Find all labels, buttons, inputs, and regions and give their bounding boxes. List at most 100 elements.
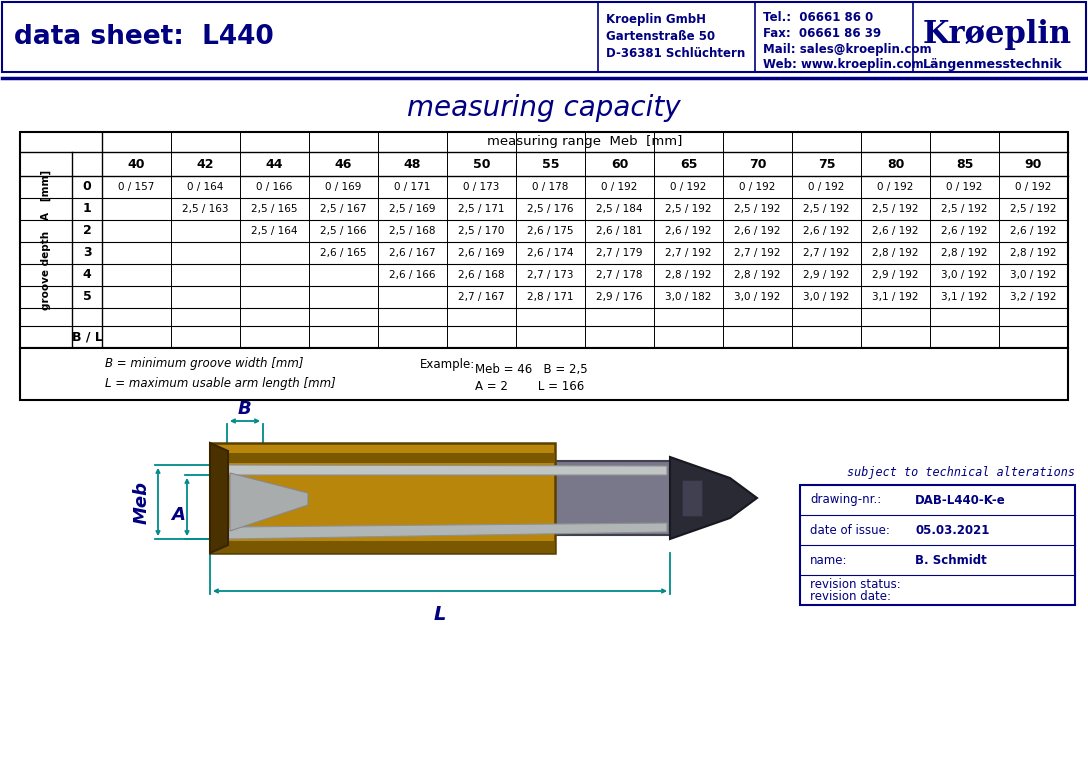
Bar [210, 453, 555, 463]
Text: 50: 50 [473, 158, 491, 170]
Text: A = 2        L = 166: A = 2 L = 166 [475, 380, 584, 393]
Text: Krøeplin: Krøeplin [923, 20, 1072, 50]
Text: 2,8 / 171: 2,8 / 171 [528, 292, 573, 302]
Text: 2: 2 [83, 224, 91, 237]
Text: 44: 44 [265, 158, 283, 170]
Text: 2,6 / 167: 2,6 / 167 [390, 248, 436, 258]
Text: 48: 48 [404, 158, 421, 170]
Text: 60: 60 [610, 158, 628, 170]
Text: Mail: sales@kroeplin.com: Mail: sales@kroeplin.com [763, 43, 931, 56]
Text: Web: www.kroeplin.com: Web: www.kroeplin.com [763, 58, 924, 71]
Bar [682, 480, 702, 516]
Text: 5: 5 [83, 291, 91, 304]
Text: 2,7 / 179: 2,7 / 179 [596, 248, 643, 258]
Text: 3,0 / 192: 3,0 / 192 [941, 270, 988, 280]
Polygon shape [210, 443, 228, 553]
Text: A: A [171, 506, 185, 524]
Text: 3,0 / 182: 3,0 / 182 [666, 292, 712, 302]
Text: 2,5 / 192: 2,5 / 192 [873, 204, 918, 214]
Polygon shape [228, 465, 667, 475]
Text: Fax:  06661 86 39: Fax: 06661 86 39 [763, 27, 881, 40]
Text: 3,1 / 192: 3,1 / 192 [873, 292, 918, 302]
Text: 2,7 / 173: 2,7 / 173 [528, 270, 573, 280]
Text: 2,5 / 170: 2,5 / 170 [458, 226, 505, 236]
Text: 46: 46 [335, 158, 353, 170]
Text: drawing-nr.:: drawing-nr.: [809, 493, 881, 507]
Text: 2,5 / 169: 2,5 / 169 [390, 204, 436, 214]
Text: 2,6 / 169: 2,6 / 169 [458, 248, 505, 258]
Text: 2,5 / 176: 2,5 / 176 [528, 204, 573, 214]
Text: 2,6 / 192: 2,6 / 192 [665, 226, 712, 236]
Text: 55: 55 [542, 158, 559, 170]
Text: 2,5 / 184: 2,5 / 184 [596, 204, 643, 214]
Bar [20, 348, 1068, 400]
Polygon shape [230, 473, 308, 531]
Text: Example:: Example: [420, 358, 475, 371]
Text: 2,5 / 192: 2,5 / 192 [941, 204, 988, 214]
Text: Längenmesstechnik: Längenmesstechnik [923, 58, 1063, 71]
Text: subject to technical alterations: subject to technical alterations [846, 466, 1075, 479]
Text: 2,9 / 192: 2,9 / 192 [803, 270, 850, 280]
Text: 90: 90 [1025, 158, 1042, 170]
Text: 0 / 157: 0 / 157 [119, 182, 154, 192]
Text: 2,6 / 166: 2,6 / 166 [390, 270, 436, 280]
Text: 2,6 / 174: 2,6 / 174 [528, 248, 573, 258]
Text: 2,6 / 192: 2,6 / 192 [734, 226, 781, 236]
Text: Tel.:  06661 86 0: Tel.: 06661 86 0 [763, 11, 874, 24]
Text: data sheet:  L440: data sheet: L440 [14, 24, 274, 50]
Text: 0 / 166: 0 / 166 [257, 182, 293, 192]
Text: L: L [434, 605, 446, 624]
Text: 2,8 / 192: 2,8 / 192 [873, 248, 918, 258]
Polygon shape [228, 523, 667, 539]
Text: 0 / 192: 0 / 192 [670, 182, 707, 192]
Text: 2,5 / 165: 2,5 / 165 [251, 204, 298, 214]
Text: B. Schmidt: B. Schmidt [915, 553, 987, 566]
Text: Meb: Meb [133, 480, 151, 524]
Text: 2,8 / 192: 2,8 / 192 [941, 248, 988, 258]
Polygon shape [547, 461, 702, 535]
Bar [800, 485, 1075, 605]
Bar [20, 132, 1068, 348]
Text: 65: 65 [680, 158, 697, 170]
Text: 0 / 173: 0 / 173 [463, 182, 499, 192]
Text: 2,6 / 192: 2,6 / 192 [803, 226, 850, 236]
Text: 85: 85 [956, 158, 973, 170]
Text: 0: 0 [83, 180, 91, 193]
Polygon shape [670, 457, 757, 539]
Text: 0 / 192: 0 / 192 [808, 182, 844, 192]
Text: 2,5 / 163: 2,5 / 163 [183, 204, 228, 214]
Text: DAB-L440-K-e: DAB-L440-K-e [915, 493, 1005, 507]
Text: revision status:: revision status: [809, 578, 901, 591]
Text: 80: 80 [887, 158, 904, 170]
Text: 2,5 / 192: 2,5 / 192 [803, 204, 850, 214]
Text: 3,0 / 192: 3,0 / 192 [803, 292, 850, 302]
Text: 0 / 164: 0 / 164 [187, 182, 224, 192]
Text: 0 / 178: 0 / 178 [532, 182, 569, 192]
Text: 2,5 / 164: 2,5 / 164 [251, 226, 298, 236]
Text: 2,6 / 165: 2,6 / 165 [320, 248, 367, 258]
Text: 2,7 / 167: 2,7 / 167 [458, 292, 505, 302]
Text: revision date:: revision date: [809, 590, 891, 603]
Text: 70: 70 [749, 158, 766, 170]
Text: B / L: B / L [72, 330, 102, 343]
Text: 2,7 / 192: 2,7 / 192 [803, 248, 850, 258]
Text: 0 / 192: 0 / 192 [877, 182, 914, 192]
Text: 2,5 / 192: 2,5 / 192 [665, 204, 712, 214]
Text: 2,9 / 192: 2,9 / 192 [873, 270, 918, 280]
Text: 2,6 / 192: 2,6 / 192 [873, 226, 918, 236]
Text: 0 / 171: 0 / 171 [394, 182, 431, 192]
Text: 2,7 / 178: 2,7 / 178 [596, 270, 643, 280]
Text: 05.03.2021: 05.03.2021 [915, 524, 989, 537]
Text: 2,6 / 175: 2,6 / 175 [528, 226, 573, 236]
Text: 2,5 / 192: 2,5 / 192 [1011, 204, 1056, 214]
Text: D-36381 Schlüchtern: D-36381 Schlüchtern [606, 47, 745, 60]
Text: 40: 40 [127, 158, 146, 170]
Text: 2,9 / 176: 2,9 / 176 [596, 292, 643, 302]
Text: 2,5 / 167: 2,5 / 167 [320, 204, 367, 214]
Text: 3,1 / 192: 3,1 / 192 [941, 292, 988, 302]
Text: Gartenstraße 50: Gartenstraße 50 [606, 30, 715, 43]
Text: L = maximum usable arm length [mm]: L = maximum usable arm length [mm] [106, 377, 336, 390]
Text: 2,5 / 171: 2,5 / 171 [458, 204, 505, 214]
Text: 2,8 / 192: 2,8 / 192 [734, 270, 781, 280]
Bar [210, 443, 555, 553]
